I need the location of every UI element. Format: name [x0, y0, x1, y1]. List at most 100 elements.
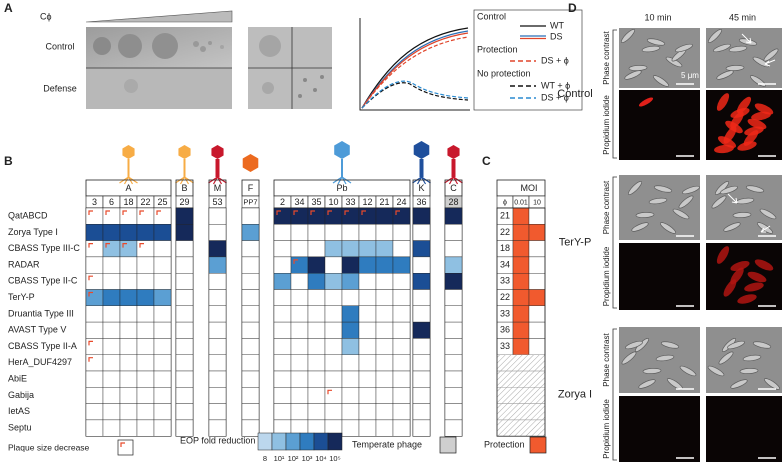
- cell-rod: [625, 340, 643, 350]
- pi-signal: [754, 103, 774, 115]
- legend-entry: DS + ϕ: [541, 92, 569, 102]
- column-label: 18: [123, 197, 133, 207]
- cell-rod: [672, 208, 690, 220]
- channel-label: Phase contrast: [602, 333, 611, 387]
- eop-cell: [153, 256, 172, 274]
- cell-rod: [653, 185, 673, 193]
- eop-cell: [307, 338, 326, 355]
- pi-signal: [717, 136, 737, 148]
- group-label: Zorya I: [558, 388, 592, 400]
- plaque-marker: [293, 210, 298, 215]
- cell-rod: [641, 45, 661, 53]
- column-label: 0.01: [514, 199, 528, 206]
- cell-rod: [745, 185, 765, 193]
- pi-signal: [737, 294, 757, 304]
- eop-cell: [119, 370, 138, 388]
- micrograph: [619, 396, 700, 462]
- eop-cell: [290, 338, 309, 355]
- eop-cell: [307, 387, 326, 404]
- eop-cell: [175, 403, 194, 421]
- legend-swatch: [299, 432, 315, 451]
- eop-cell: [444, 207, 463, 225]
- hatched-row: [496, 387, 546, 404]
- eop-cell: [85, 256, 104, 274]
- eop-cell: [375, 240, 394, 258]
- protection-cell: [512, 273, 530, 290]
- eop-cell: [102, 289, 121, 306]
- cell-rod: [742, 354, 762, 362]
- panel-label: B: [4, 154, 13, 168]
- eop-cell: [208, 240, 227, 258]
- column-label: 33: [345, 197, 355, 207]
- eop-cell: [307, 224, 326, 241]
- cphi-label: Cϕ: [40, 11, 52, 21]
- protection-cell: [528, 256, 546, 274]
- cell-rod: [638, 379, 656, 389]
- eop-cell: [208, 289, 227, 306]
- eop-cell: [102, 256, 121, 274]
- legend-level: 10¹: [274, 454, 285, 463]
- row-label: Control: [45, 41, 74, 51]
- column-label: 36: [416, 197, 426, 207]
- eop-cell: [208, 305, 227, 323]
- phage-icon: [122, 145, 135, 159]
- row-label: Septu: [8, 422, 32, 432]
- phage-label: 33: [500, 276, 510, 286]
- pi-signal: [730, 267, 744, 285]
- plaque-marker: [122, 210, 127, 215]
- eop-cell: [444, 370, 463, 388]
- row-label: AbiE: [8, 374, 27, 384]
- eop-cell: [175, 370, 194, 388]
- eop-cell: [119, 224, 138, 241]
- hatched-row: [496, 419, 546, 437]
- eop-cell: [307, 256, 326, 274]
- phage-icon: [211, 145, 224, 159]
- plaque-marker: [105, 243, 110, 248]
- column-label: 22: [140, 197, 150, 207]
- eop-cell: [175, 207, 194, 225]
- eop-cell: [290, 305, 309, 323]
- column-label: 25: [157, 197, 167, 207]
- eop-cell: [341, 338, 360, 355]
- channel-label: Propidium iodide: [602, 95, 611, 155]
- eop-cell: [241, 387, 260, 404]
- eop-cell: [85, 305, 104, 323]
- eop-cell: [307, 289, 326, 306]
- plaque-marker: [310, 210, 315, 215]
- eop-cell: [358, 224, 377, 241]
- protection-cell: [512, 338, 530, 355]
- eop-cell: [307, 273, 326, 290]
- plaque-marker: [122, 243, 127, 248]
- eop-cell: [341, 256, 360, 274]
- cell-rod: [653, 75, 669, 87]
- legend-title: No protection: [477, 68, 531, 78]
- eop-cell: [119, 419, 138, 437]
- growth-curves: [359, 18, 470, 111]
- eop-cell: [85, 370, 104, 388]
- eop-cell: [392, 354, 411, 372]
- eop-cell: [375, 354, 394, 372]
- pi-signal: [743, 130, 759, 146]
- row-label: TerY-P: [8, 292, 35, 302]
- eop-cell: [175, 273, 194, 290]
- cell-rod: [642, 368, 662, 374]
- row-label: Druantia Type III: [8, 308, 74, 318]
- arrow: [760, 225, 771, 233]
- eop-cell: [358, 256, 377, 274]
- eop-cell: [153, 273, 172, 290]
- eop-cell: [136, 419, 155, 437]
- group-label: Control: [557, 88, 592, 100]
- eop-cell: [324, 321, 343, 339]
- cell-rod: [711, 195, 727, 209]
- eop-cell: [290, 403, 309, 421]
- group-label: B: [181, 183, 187, 193]
- cell-rod: [660, 341, 680, 349]
- cell-rod: [635, 212, 655, 218]
- cell-rod: [621, 351, 637, 365]
- column-label: 10: [328, 197, 338, 207]
- cell-rod: [624, 70, 642, 80]
- eop-cell: [412, 354, 431, 372]
- legend-title: Protection: [477, 44, 518, 54]
- plaque-marker: [88, 275, 93, 281]
- eop-cell: [153, 419, 172, 437]
